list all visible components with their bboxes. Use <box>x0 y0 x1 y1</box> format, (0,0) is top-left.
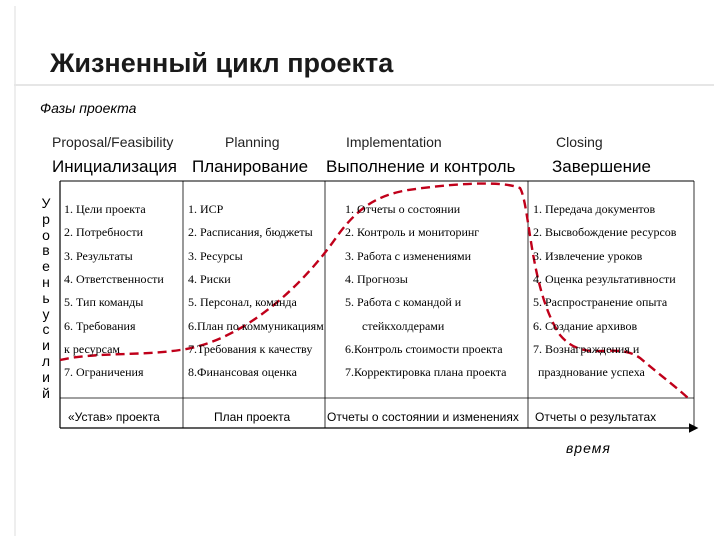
phase-1-item: к ресурсам <box>64 341 121 356</box>
phase-1-item: 3. Результаты <box>64 248 133 263</box>
phase-3-russian: Выполнение и контроль <box>326 157 516 176</box>
phase-2-item: 4. Риски <box>188 271 231 286</box>
phase-1-item: 1. Цели проекта <box>64 202 146 216</box>
phase-4-item: 5. Распространение опыта <box>533 295 668 310</box>
phase-2-item: 7.Требования к качеству <box>188 341 313 356</box>
phase-1-item: 2. Потребности <box>64 225 144 240</box>
y-axis-label-char: й <box>42 384 50 401</box>
y-axis-label-char: у <box>42 305 50 322</box>
y-axis-label-char: л <box>41 353 51 369</box>
y-axis-label-char: н <box>42 274 50 290</box>
phase-3-item: 6.Контроль стоимости проекта <box>345 341 503 356</box>
phase-2-item: 8.Финансовая оценка <box>188 365 297 380</box>
phase-4-russian: Завершение <box>552 157 651 176</box>
phase-2-outcome: План проекта <box>214 410 291 424</box>
y-axis-label-char: ь <box>42 289 50 306</box>
phase-1-english: Proposal/Feasibility <box>52 134 174 150</box>
phase-1-item: 7. Ограничения <box>64 365 144 380</box>
y-axis-label-char: в <box>42 242 50 259</box>
phase-3-outcome: Отчеты о состоянии и изменениях <box>327 410 519 424</box>
phase-3-item: 1. Отчеты о состоянии <box>345 202 461 216</box>
phase-2-item: 5. Персонал, команда <box>188 295 297 310</box>
phase-3-item: 2. Контроль и мониторинг <box>345 225 480 240</box>
phase-2-item: 6.План по коммуникациям <box>188 318 324 333</box>
y-axis-label-char: У <box>41 195 51 211</box>
phase-1-russian: Инициализация <box>52 157 177 176</box>
phase-1-item: 4. Ответственности <box>64 271 164 286</box>
phase-2-russian: Планирование <box>192 157 309 176</box>
phase-4-item: 7. Вознаграждения и <box>533 341 640 356</box>
title-divider <box>14 84 714 86</box>
y-axis-label-char: и <box>42 337 50 354</box>
phase-3-item: 5. Работа с командой и <box>345 295 462 310</box>
phase-2-item: 3. Ресурсы <box>188 248 243 263</box>
y-axis-label-char: р <box>42 210 50 227</box>
phase-4-item: 3. Извлечение уроков <box>533 248 643 263</box>
phase-1-outcome: «Устав» проекта <box>68 410 160 424</box>
phase-4-english: Closing <box>556 134 603 150</box>
phase-4-item: празднование успеха <box>538 365 645 380</box>
phase-2-item: 1. ИСР <box>188 202 224 216</box>
phase-3-item: 3. Работа с изменениями <box>345 248 472 263</box>
phase-4-item: 1. Передача документов <box>533 202 656 216</box>
phases-label: Фазы проекта <box>40 100 137 116</box>
phase-3-item: 4. Прогнозы <box>345 271 408 286</box>
y-axis-label-char: и <box>42 368 50 385</box>
phase-4-item: 4. Оценка результативности <box>533 271 676 286</box>
phase-4-item: 6. Создание архивов <box>533 318 638 333</box>
phase-4-outcome: Отчеты о результатах <box>535 410 657 424</box>
phase-3-item: стейкхолдерами <box>362 318 445 333</box>
slide-left-border <box>14 6 16 536</box>
phase-3-item: 7.Корректировка плана проекта <box>345 365 507 380</box>
phase-4-item: 2. Высвобождение ресурсов <box>533 225 677 240</box>
y-axis-label-char: с <box>42 321 50 338</box>
y-axis-label-char: о <box>42 226 50 243</box>
phase-1-item: 6. Требования <box>64 318 136 333</box>
slide-title: Жизненный цикл проекта <box>50 48 394 78</box>
x-axis-label: время <box>566 440 611 456</box>
phase-3-english: Implementation <box>346 134 442 150</box>
phase-1-item: 5. Тип команды <box>64 295 144 310</box>
effort-curve <box>59 182 691 401</box>
phase-2-english: Planning <box>225 134 280 150</box>
y-axis-label-char: е <box>42 258 50 275</box>
phase-2-item: 2. Расписания, бюджеты <box>188 225 313 240</box>
